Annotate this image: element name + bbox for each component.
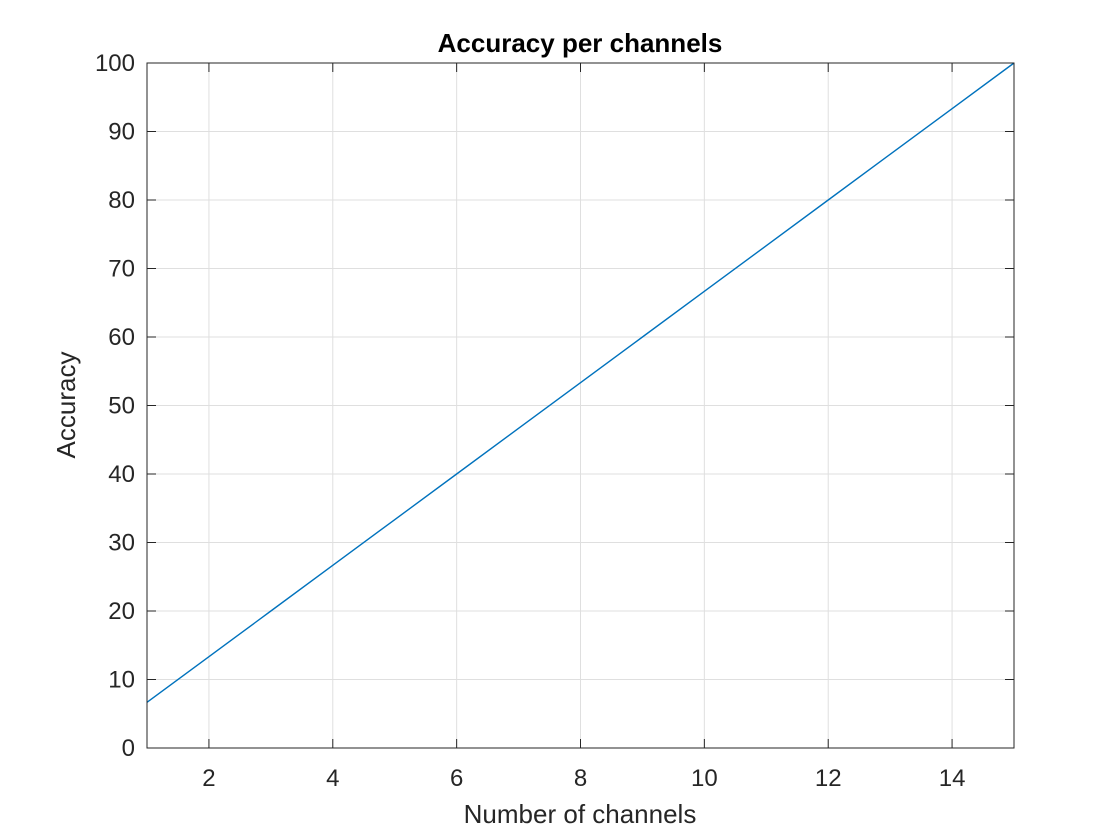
y-tick-label: 80 bbox=[108, 187, 135, 214]
x-tick-label: 12 bbox=[815, 765, 842, 792]
x-tick-label: 8 bbox=[574, 765, 587, 792]
y-tick-label: 90 bbox=[108, 119, 135, 146]
y-tick-label: 100 bbox=[95, 50, 135, 77]
y-tick-label: 0 bbox=[122, 735, 135, 762]
x-tick-labels: 2 4 6 8 10 12 14 bbox=[202, 765, 965, 792]
x-tick-label: 2 bbox=[202, 765, 215, 792]
y-tick-label: 30 bbox=[108, 530, 135, 557]
y-tick-label: 70 bbox=[108, 256, 135, 283]
y-tick-label: 20 bbox=[108, 598, 135, 625]
y-axis-label: Accuracy bbox=[51, 352, 81, 459]
y-tick-label: 50 bbox=[108, 393, 135, 420]
series-line bbox=[146, 62, 1015, 703]
x-tick-label: 14 bbox=[939, 765, 966, 792]
y-tick-label: 40 bbox=[108, 461, 135, 488]
y-tick-label: 60 bbox=[108, 324, 135, 351]
chart-title: Accuracy per channels bbox=[438, 28, 723, 58]
y-tick-label: 10 bbox=[108, 667, 135, 694]
grid bbox=[147, 63, 1014, 748]
y-tick-labels: 0 10 20 30 40 50 60 70 80 90 100 bbox=[95, 50, 135, 762]
x-axis-label: Number of channels bbox=[464, 799, 697, 829]
series-layer bbox=[146, 62, 1015, 703]
ticks bbox=[147, 62, 1014, 749]
x-tick-label: 4 bbox=[326, 765, 339, 792]
x-tick-label: 6 bbox=[450, 765, 463, 792]
x-tick-label: 10 bbox=[691, 765, 718, 792]
